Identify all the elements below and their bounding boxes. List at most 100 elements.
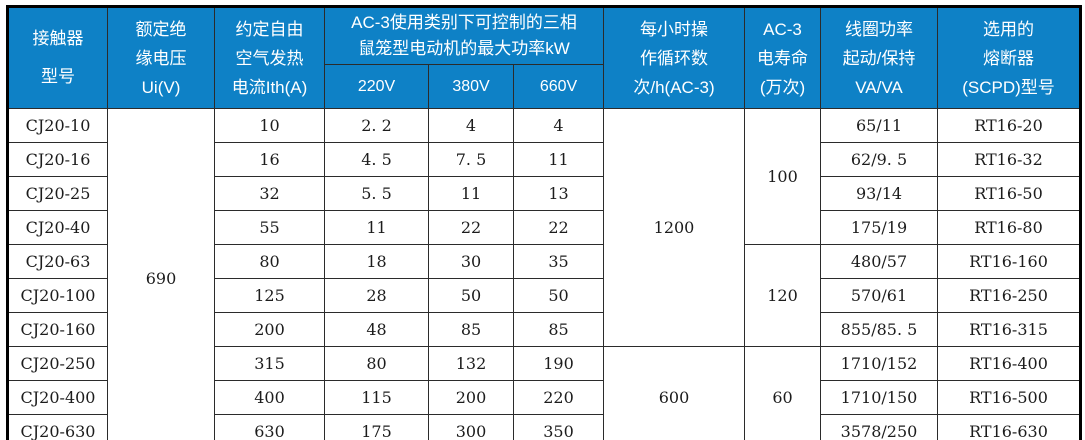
cell-model: CJ20-160: [7, 312, 108, 347]
cell-cycles-1200-merged: 1200: [603, 108, 745, 347]
header-660v: 660V: [513, 64, 604, 109]
cell-fuse: RT16-400: [937, 346, 1081, 381]
header-insulation-voltage: 额定绝 缘电压 Ui(V): [107, 6, 215, 109]
cell-ith: 630: [214, 414, 325, 440]
cell-p380: 4: [428, 108, 514, 143]
cell-p660: 220: [513, 380, 604, 415]
cell-insulation-voltage-merged: 690: [107, 108, 215, 440]
cell-coil: 1710/152: [820, 346, 938, 381]
cell-p220: 4. 5: [324, 142, 429, 177]
cell-p220: 28: [324, 278, 429, 313]
cell-life-120-merged: 120: [744, 244, 821, 347]
header-coil-power: 线圈功率 起动/保持 VA/VA: [820, 6, 938, 109]
cell-ith: 16: [214, 142, 325, 177]
cell-fuse: RT16-80: [937, 210, 1081, 245]
cell-p660: 350: [513, 414, 604, 440]
header-cycles-line3: 次/h(AC-3): [633, 77, 715, 97]
cell-p380: 200: [428, 380, 514, 415]
cell-ith: 400: [214, 380, 325, 415]
cell-coil: 570/61: [820, 278, 938, 313]
header-fuse-line3: (SCPD)型号: [962, 77, 1055, 97]
cell-p660: 85: [513, 312, 604, 347]
cell-p660: 4: [513, 108, 604, 143]
table-row: CJ20-400 400 115 200 220 1710/150 RT16-5…: [7, 380, 1081, 415]
cell-p380: 85: [428, 312, 514, 347]
table-header: 接触器 型号 额定绝 缘电压 Ui(V) 约定自由 空气发热 电流Ith(A) …: [7, 6, 1081, 109]
header-model-line1: 接触器: [32, 29, 84, 48]
cell-p380: 300: [428, 414, 514, 440]
header-max-power-group: AC-3使用类别下可控制的三相 鼠笼型电动机的最大功率kW: [324, 6, 604, 65]
contactor-spec-table: 接触器 型号 额定绝 缘电压 Ui(V) 约定自由 空气发热 电流Ith(A) …: [6, 5, 1082, 440]
table-row: CJ20-100 125 28 50 50 570/61 RT16-250: [7, 278, 1081, 313]
header-coil-line2: 起动/保持: [842, 48, 916, 68]
header-thermal-line2: 空气发热: [235, 48, 304, 68]
cell-coil: 65/11: [820, 108, 938, 143]
cell-fuse: RT16-250: [937, 278, 1081, 313]
cell-ith: 32: [214, 176, 325, 211]
cell-p660: 190: [513, 346, 604, 381]
cell-ith: 125: [214, 278, 325, 313]
cell-model: CJ20-40: [7, 210, 108, 245]
cell-fuse: RT16-50: [937, 176, 1081, 211]
cell-coil: 480/57: [820, 244, 938, 279]
cell-ith: 10: [214, 108, 325, 143]
cell-p380: 132: [428, 346, 514, 381]
header-electrical-life: AC-3 电寿命 (万次): [744, 6, 821, 109]
cell-p220: 115: [324, 380, 429, 415]
cell-p220: 175: [324, 414, 429, 440]
cell-p220: 2. 2: [324, 108, 429, 143]
header-life-line2: 电寿命: [757, 48, 808, 68]
cell-p660: 22: [513, 210, 604, 245]
cell-coil: 175/19: [820, 210, 938, 245]
table-row: CJ20-40 55 11 22 22 175/19 RT16-80: [7, 210, 1081, 245]
table-row: CJ20-25 32 5. 5 11 13 93/14 RT16-50: [7, 176, 1081, 211]
cell-p220: 48: [324, 312, 429, 347]
header-thermal-current: 约定自由 空气发热 电流Ith(A): [214, 6, 325, 109]
header-cycles-per-hour: 每小时操 作循环数 次/h(AC-3): [603, 6, 745, 109]
cell-p380: 11: [428, 176, 514, 211]
header-fuse-line2: 熔断器: [983, 48, 1034, 68]
header-380v: 380V: [428, 64, 514, 109]
table-row: CJ20-630 630 175 300 350 3578/250 RT16-6…: [7, 414, 1081, 440]
cell-fuse: RT16-500: [937, 380, 1081, 415]
cell-p220: 18: [324, 244, 429, 279]
table-row: CJ20-16 16 4. 5 7. 5 11 62/9. 5 RT16-32: [7, 142, 1081, 177]
cell-coil: 855/85. 5: [820, 312, 938, 347]
header-insulation-line1: 额定绝: [135, 19, 187, 39]
header-model-line2: 型号: [41, 67, 75, 86]
cell-coil: 3578/250: [820, 414, 938, 440]
cell-model: CJ20-25: [7, 176, 108, 211]
cell-life-60-merged: 60: [744, 346, 821, 440]
cell-fuse: RT16-160: [937, 244, 1081, 279]
table-row: CJ20-63 80 18 30 35 120 480/57 RT16-160: [7, 244, 1081, 347]
header-thermal-line1: 约定自由: [235, 19, 304, 39]
cell-p660: 50: [513, 278, 604, 313]
cell-model: CJ20-100: [7, 278, 108, 313]
header-power-line2: 鼠笼型电动机的最大功率kW: [358, 39, 570, 58]
cell-p220: 5. 5: [324, 176, 429, 211]
cell-p220: 11: [324, 210, 429, 245]
table-row: CJ20-10 690 10 2. 2 4 4 1200 100 65/11 R…: [7, 108, 1081, 440]
header-model: 接触器 型号: [7, 6, 108, 109]
cell-model: CJ20-63: [7, 244, 108, 279]
header-fuse-type: 选用的 熔断器 (SCPD)型号: [937, 6, 1081, 109]
cell-p380: 7. 5: [428, 142, 514, 177]
cell-life-100-merged: 100: [744, 108, 821, 245]
header-220v: 220V: [324, 64, 429, 109]
header-insulation-line2: 缘电压: [135, 48, 187, 68]
cell-p220: 80: [324, 346, 429, 381]
cell-model: CJ20-10: [7, 108, 108, 143]
cell-ith: 80: [214, 244, 325, 279]
cell-fuse: RT16-32: [937, 142, 1081, 177]
cell-p380: 22: [428, 210, 514, 245]
cell-p660: 13: [513, 176, 604, 211]
header-cycles-line2: 作循环数: [640, 48, 708, 68]
header-fuse-line1: 选用的: [983, 19, 1034, 39]
header-cycles-line1: 每小时操: [640, 19, 708, 39]
header-power-line1: AC-3使用类别下可控制的三相: [351, 13, 577, 32]
cell-model: CJ20-16: [7, 142, 108, 177]
header-coil-line1: 线圈功率: [845, 19, 913, 39]
cell-ith: 55: [214, 210, 325, 245]
header-insulation-line3: Ui(V): [141, 77, 181, 97]
cell-coil: 93/14: [820, 176, 938, 211]
